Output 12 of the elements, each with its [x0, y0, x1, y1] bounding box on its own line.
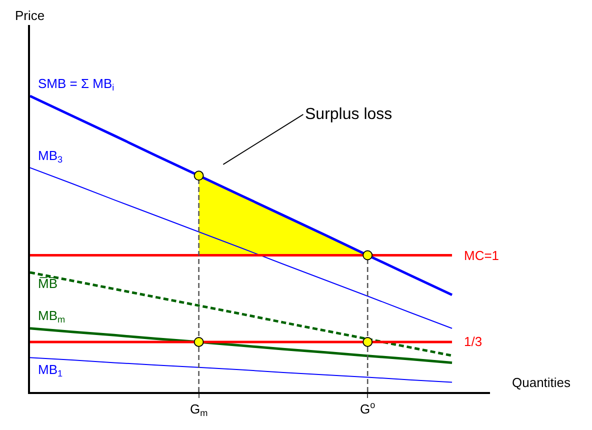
x-axis-title: Quantities [512, 375, 572, 390]
x-tick-label: G$^{o}$ [360, 400, 376, 416]
series-label: M̅B̅ [38, 276, 58, 291]
annotation: Surplus loss [305, 106, 392, 123]
series-label: MB$_{1}$ [38, 362, 63, 379]
x-tick-label: G$_{m}$ [190, 401, 208, 418]
series-label: MB$_{3}$ [38, 148, 63, 165]
text: Price [15, 8, 45, 23]
series-label: SMB = Σ MB$_{i}$ [38, 76, 114, 93]
series-label: MB$_{m}$ [38, 308, 66, 325]
series-label: MC=1 [464, 248, 500, 263]
series-label: 1/3 [464, 334, 482, 349]
